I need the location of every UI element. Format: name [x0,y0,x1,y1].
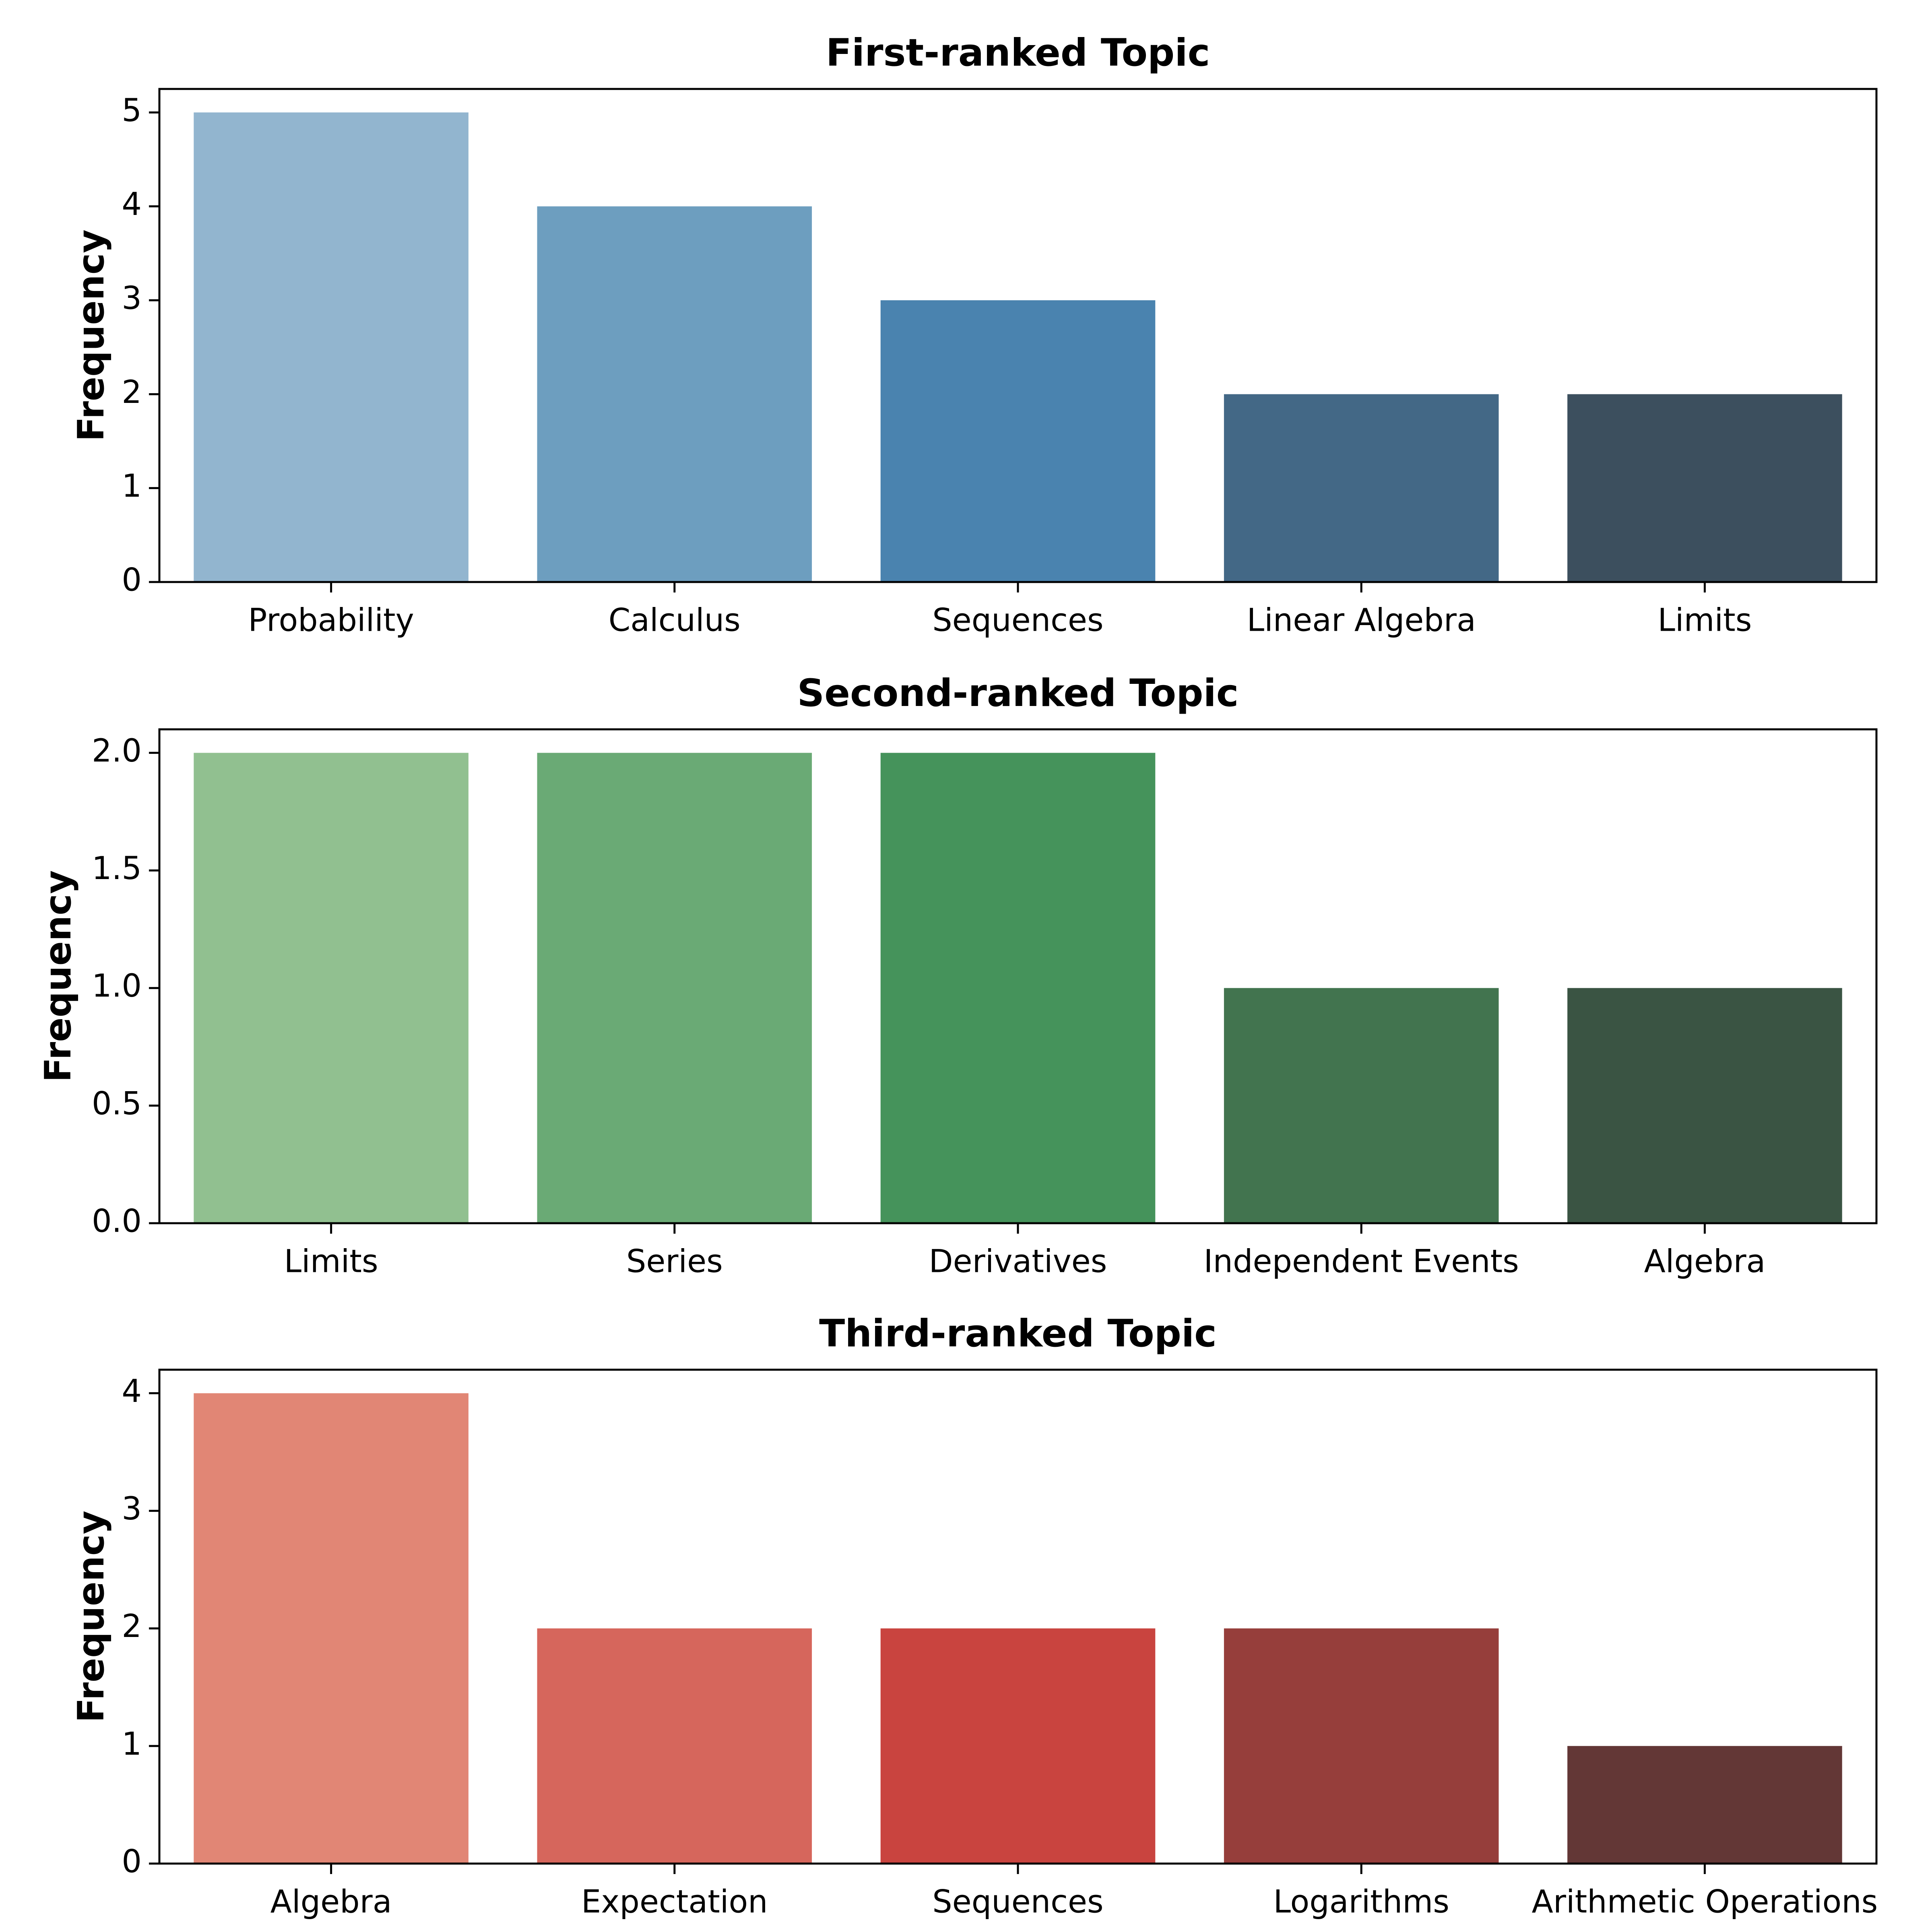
bar-calculus [537,206,812,582]
y-axis-label: Frequency [70,1511,112,1723]
chart-title: Third-ranked Topic [819,1312,1217,1356]
bar-independent-events [1224,988,1499,1223]
x-tick-label: Probability [248,602,414,638]
x-tick-label: Calculus [609,602,741,638]
y-tick-label: 0 [122,562,142,598]
x-tick-label: Linear Algebra [1247,602,1476,638]
x-tick-label: Sequences [932,602,1103,638]
bar-limits [1567,394,1842,582]
y-tick-label: 5 [122,93,142,129]
bar-expectation [537,1628,812,1864]
x-tick-label: Series [626,1243,723,1280]
x-tick-label: Independent Events [1204,1243,1519,1280]
chart-title: First-ranked Topic [826,31,1210,75]
bar-algebra [1567,988,1842,1223]
x-tick-label: Algebra [270,1884,392,1920]
y-tick-label: 2 [122,374,142,411]
bar-probability [194,112,469,582]
bar-algebra [194,1393,469,1864]
y-tick-label: 1 [122,468,142,504]
x-tick-label: Algebra [1644,1243,1765,1280]
x-tick-label: Expectation [581,1884,768,1920]
x-tick-label: Derivatives [929,1243,1107,1280]
y-axis-label: Frequency [37,870,79,1082]
y-tick-label: 0.0 [92,1203,142,1239]
x-tick-label: Sequences [932,1884,1103,1920]
y-tick-label: 4 [122,186,142,223]
x-tick-label: Arithmetic Operations [1532,1884,1878,1920]
bar-sequences [880,300,1156,582]
y-tick-label: 3 [122,280,142,316]
x-tick-label: Limits [1657,602,1752,638]
bar-derivatives [880,753,1156,1223]
chart-first-ranked-topic: First-ranked Topic Frequency 0 1 2 3 4 5 Proba… [70,31,1878,638]
y-axis-label: Frequency [70,229,112,442]
y-tick-label: 1.5 [92,850,142,887]
y-tick-label: 0.5 [92,1086,142,1122]
bar-series [537,753,812,1223]
y-tick-label: 2 [122,1608,142,1645]
x-tick-label: Logarithms [1273,1884,1449,1920]
bar-sequences [880,1628,1156,1864]
x-tick-label: Limits [284,1243,378,1280]
bar-limits [194,753,469,1223]
chart-title: Second-ranked Topic [797,671,1239,715]
bar-logarithms [1224,1628,1499,1864]
y-tick-label: 3 [122,1491,142,1527]
chart-second-ranked-topic: Second-ranked Topic Frequency 0.0 0.5 1.0 1… [37,671,1878,1280]
bar-arithmetic-operations [1567,1746,1842,1864]
y-tick-label: 1 [122,1726,142,1762]
bar-linear-algebra [1224,394,1499,582]
y-tick-label: 0 [122,1843,142,1880]
chart-third-ranked-topic: Third-ranked Topic Frequency 0 1 2 3 4 Algebr… [70,1312,1878,1920]
y-tick-label: 4 [122,1373,142,1410]
y-tick-label: 2.0 [92,733,142,769]
y-tick-label: 1.0 [92,968,142,1004]
